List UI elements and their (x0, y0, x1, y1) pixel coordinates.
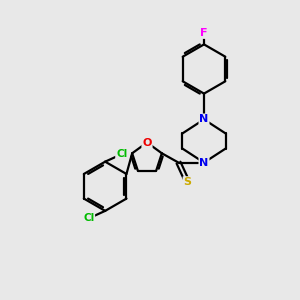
Text: Cl: Cl (116, 149, 127, 159)
Text: Cl: Cl (83, 213, 94, 224)
Text: O: O (142, 137, 152, 148)
Text: F: F (200, 28, 208, 38)
Text: N: N (200, 114, 208, 124)
Text: N: N (200, 158, 208, 168)
Text: S: S (184, 177, 191, 187)
